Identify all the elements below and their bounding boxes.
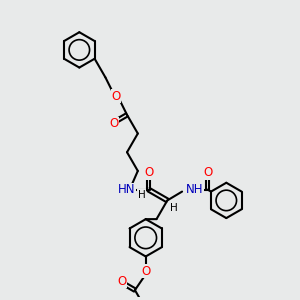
Text: O: O: [144, 166, 153, 179]
Text: O: O: [141, 265, 150, 278]
Text: O: O: [203, 166, 212, 179]
Text: O: O: [109, 117, 119, 130]
Text: HN: HN: [118, 183, 136, 196]
Text: H: H: [170, 203, 178, 213]
Text: NH: NH: [186, 183, 203, 196]
Text: O: O: [117, 275, 126, 288]
Text: O: O: [112, 90, 121, 103]
Text: H: H: [138, 190, 146, 200]
